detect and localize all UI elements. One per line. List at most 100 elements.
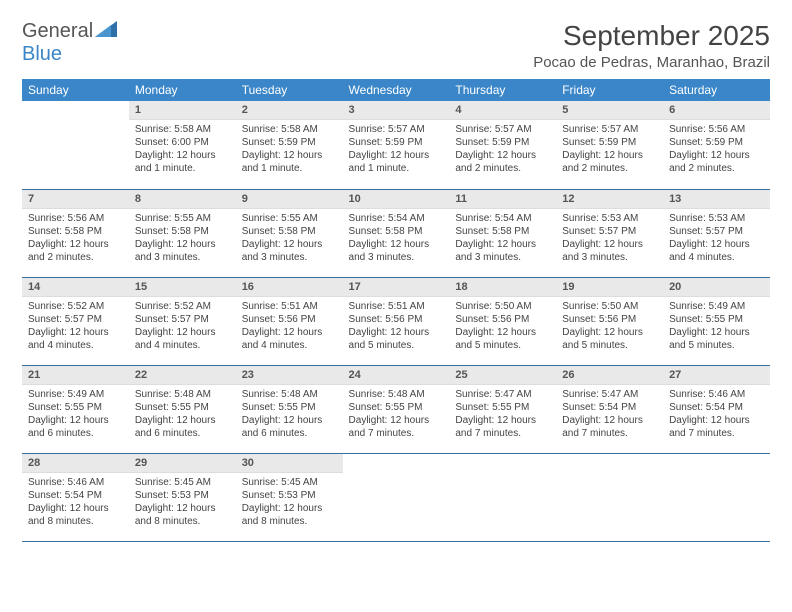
sunset-text: Sunset: 5:57 PM — [135, 313, 230, 326]
day-number: 14 — [22, 278, 129, 297]
daylight-text: Daylight: 12 hours and 3 minutes. — [562, 238, 657, 264]
day-number: 12 — [556, 190, 663, 209]
day-detail: Sunrise: 5:57 AMSunset: 5:59 PMDaylight:… — [343, 120, 450, 181]
calendar-cell — [343, 453, 450, 541]
day-detail: Sunrise: 5:57 AMSunset: 5:59 PMDaylight:… — [556, 120, 663, 181]
day-number: 18 — [449, 278, 556, 297]
sunrise-text: Sunrise: 5:55 AM — [242, 212, 337, 225]
day-detail: Sunrise: 5:49 AMSunset: 5:55 PMDaylight:… — [663, 297, 770, 358]
calendar-row: 7Sunrise: 5:56 AMSunset: 5:58 PMDaylight… — [22, 189, 770, 277]
sunrise-text: Sunrise: 5:48 AM — [135, 388, 230, 401]
daylight-text: Daylight: 12 hours and 3 minutes. — [242, 238, 337, 264]
day-detail: Sunrise: 5:56 AMSunset: 5:59 PMDaylight:… — [663, 120, 770, 181]
sunset-text: Sunset: 5:55 PM — [455, 401, 550, 414]
day-number: 5 — [556, 101, 663, 120]
calendar-cell: 30Sunrise: 5:45 AMSunset: 5:53 PMDayligh… — [236, 453, 343, 541]
daylight-text: Daylight: 12 hours and 3 minutes. — [455, 238, 550, 264]
sunrise-text: Sunrise: 5:54 AM — [349, 212, 444, 225]
sunrise-text: Sunrise: 5:57 AM — [349, 123, 444, 136]
daylight-text: Daylight: 12 hours and 4 minutes. — [669, 238, 764, 264]
day-number: 10 — [343, 190, 450, 209]
calendar-cell: 19Sunrise: 5:50 AMSunset: 5:56 PMDayligh… — [556, 277, 663, 365]
calendar-cell: 26Sunrise: 5:47 AMSunset: 5:54 PMDayligh… — [556, 365, 663, 453]
day-detail: Sunrise: 5:55 AMSunset: 5:58 PMDaylight:… — [236, 209, 343, 270]
day-number: 6 — [663, 101, 770, 120]
day-detail: Sunrise: 5:49 AMSunset: 5:55 PMDaylight:… — [22, 385, 129, 446]
daylight-text: Daylight: 12 hours and 6 minutes. — [135, 414, 230, 440]
day-number: 29 — [129, 454, 236, 473]
sunrise-text: Sunrise: 5:48 AM — [242, 388, 337, 401]
calendar-cell: 10Sunrise: 5:54 AMSunset: 5:58 PMDayligh… — [343, 189, 450, 277]
calendar-cell: 17Sunrise: 5:51 AMSunset: 5:56 PMDayligh… — [343, 277, 450, 365]
sunrise-text: Sunrise: 5:57 AM — [455, 123, 550, 136]
sunset-text: Sunset: 5:56 PM — [562, 313, 657, 326]
day-number: 15 — [129, 278, 236, 297]
sunrise-text: Sunrise: 5:52 AM — [135, 300, 230, 313]
sunset-text: Sunset: 5:57 PM — [28, 313, 123, 326]
sunrise-text: Sunrise: 5:51 AM — [349, 300, 444, 313]
sunset-text: Sunset: 5:53 PM — [242, 489, 337, 502]
sunset-text: Sunset: 5:58 PM — [28, 225, 123, 238]
calendar-cell: 21Sunrise: 5:49 AMSunset: 5:55 PMDayligh… — [22, 365, 129, 453]
day-detail: Sunrise: 5:52 AMSunset: 5:57 PMDaylight:… — [22, 297, 129, 358]
calendar-cell: 11Sunrise: 5:54 AMSunset: 5:58 PMDayligh… — [449, 189, 556, 277]
calendar-row: 28Sunrise: 5:46 AMSunset: 5:54 PMDayligh… — [22, 453, 770, 541]
day-number: 4 — [449, 101, 556, 120]
day-detail: Sunrise: 5:47 AMSunset: 5:55 PMDaylight:… — [449, 385, 556, 446]
calendar-cell: 20Sunrise: 5:49 AMSunset: 5:55 PMDayligh… — [663, 277, 770, 365]
daylight-text: Daylight: 12 hours and 4 minutes. — [135, 326, 230, 352]
daylight-text: Daylight: 12 hours and 6 minutes. — [28, 414, 123, 440]
day-number: 21 — [22, 366, 129, 385]
calendar-cell — [556, 453, 663, 541]
day-detail: Sunrise: 5:51 AMSunset: 5:56 PMDaylight:… — [236, 297, 343, 358]
daylight-text: Daylight: 12 hours and 5 minutes. — [669, 326, 764, 352]
day-number: 19 — [556, 278, 663, 297]
day-number: 20 — [663, 278, 770, 297]
calendar-cell: 8Sunrise: 5:55 AMSunset: 5:58 PMDaylight… — [129, 189, 236, 277]
day-detail: Sunrise: 5:45 AMSunset: 5:53 PMDaylight:… — [129, 473, 236, 534]
sunset-text: Sunset: 5:54 PM — [669, 401, 764, 414]
calendar-cell: 1Sunrise: 5:58 AMSunset: 6:00 PMDaylight… — [129, 101, 236, 189]
day-number: 27 — [663, 366, 770, 385]
sunset-text: Sunset: 5:59 PM — [349, 136, 444, 149]
day-detail: Sunrise: 5:51 AMSunset: 5:56 PMDaylight:… — [343, 297, 450, 358]
sunrise-text: Sunrise: 5:52 AM — [28, 300, 123, 313]
calendar-cell: 24Sunrise: 5:48 AMSunset: 5:55 PMDayligh… — [343, 365, 450, 453]
sunset-text: Sunset: 5:54 PM — [28, 489, 123, 502]
weekday-header: Sunday — [22, 79, 129, 101]
sunset-text: Sunset: 5:59 PM — [669, 136, 764, 149]
daylight-text: Daylight: 12 hours and 5 minutes. — [455, 326, 550, 352]
daylight-text: Daylight: 12 hours and 1 minute. — [349, 149, 444, 175]
sunset-text: Sunset: 5:56 PM — [349, 313, 444, 326]
title-block: September 2025 Pocao de Pedras, Maranhao… — [533, 20, 770, 71]
day-number: 1 — [129, 101, 236, 120]
day-number: 22 — [129, 366, 236, 385]
sunrise-text: Sunrise: 5:46 AM — [28, 476, 123, 489]
sunset-text: Sunset: 5:57 PM — [562, 225, 657, 238]
calendar-cell: 14Sunrise: 5:52 AMSunset: 5:57 PMDayligh… — [22, 277, 129, 365]
calendar-cell: 28Sunrise: 5:46 AMSunset: 5:54 PMDayligh… — [22, 453, 129, 541]
calendar-cell: 22Sunrise: 5:48 AMSunset: 5:55 PMDayligh… — [129, 365, 236, 453]
day-detail: Sunrise: 5:46 AMSunset: 5:54 PMDaylight:… — [22, 473, 129, 534]
sunrise-text: Sunrise: 5:53 AM — [669, 212, 764, 225]
sunset-text: Sunset: 5:58 PM — [455, 225, 550, 238]
logo-text: General Blue — [22, 20, 117, 66]
day-detail: Sunrise: 5:53 AMSunset: 5:57 PMDaylight:… — [556, 209, 663, 270]
day-detail: Sunrise: 5:45 AMSunset: 5:53 PMDaylight:… — [236, 473, 343, 534]
weekday-header: Friday — [556, 79, 663, 101]
daylight-text: Daylight: 12 hours and 7 minutes. — [349, 414, 444, 440]
day-number: 11 — [449, 190, 556, 209]
sunrise-text: Sunrise: 5:56 AM — [669, 123, 764, 136]
day-detail: Sunrise: 5:52 AMSunset: 5:57 PMDaylight:… — [129, 297, 236, 358]
day-detail: Sunrise: 5:56 AMSunset: 5:58 PMDaylight:… — [22, 209, 129, 270]
daylight-text: Daylight: 12 hours and 5 minutes. — [562, 326, 657, 352]
sunset-text: Sunset: 5:54 PM — [562, 401, 657, 414]
logo: General Blue — [22, 20, 117, 66]
calendar-cell: 12Sunrise: 5:53 AMSunset: 5:57 PMDayligh… — [556, 189, 663, 277]
logo-word2: Blue — [22, 43, 62, 65]
sunrise-text: Sunrise: 5:53 AM — [562, 212, 657, 225]
daylight-text: Daylight: 12 hours and 2 minutes. — [562, 149, 657, 175]
daylight-text: Daylight: 12 hours and 1 minute. — [135, 149, 230, 175]
day-number: 17 — [343, 278, 450, 297]
weekday-header-row: SundayMondayTuesdayWednesdayThursdayFrid… — [22, 79, 770, 101]
